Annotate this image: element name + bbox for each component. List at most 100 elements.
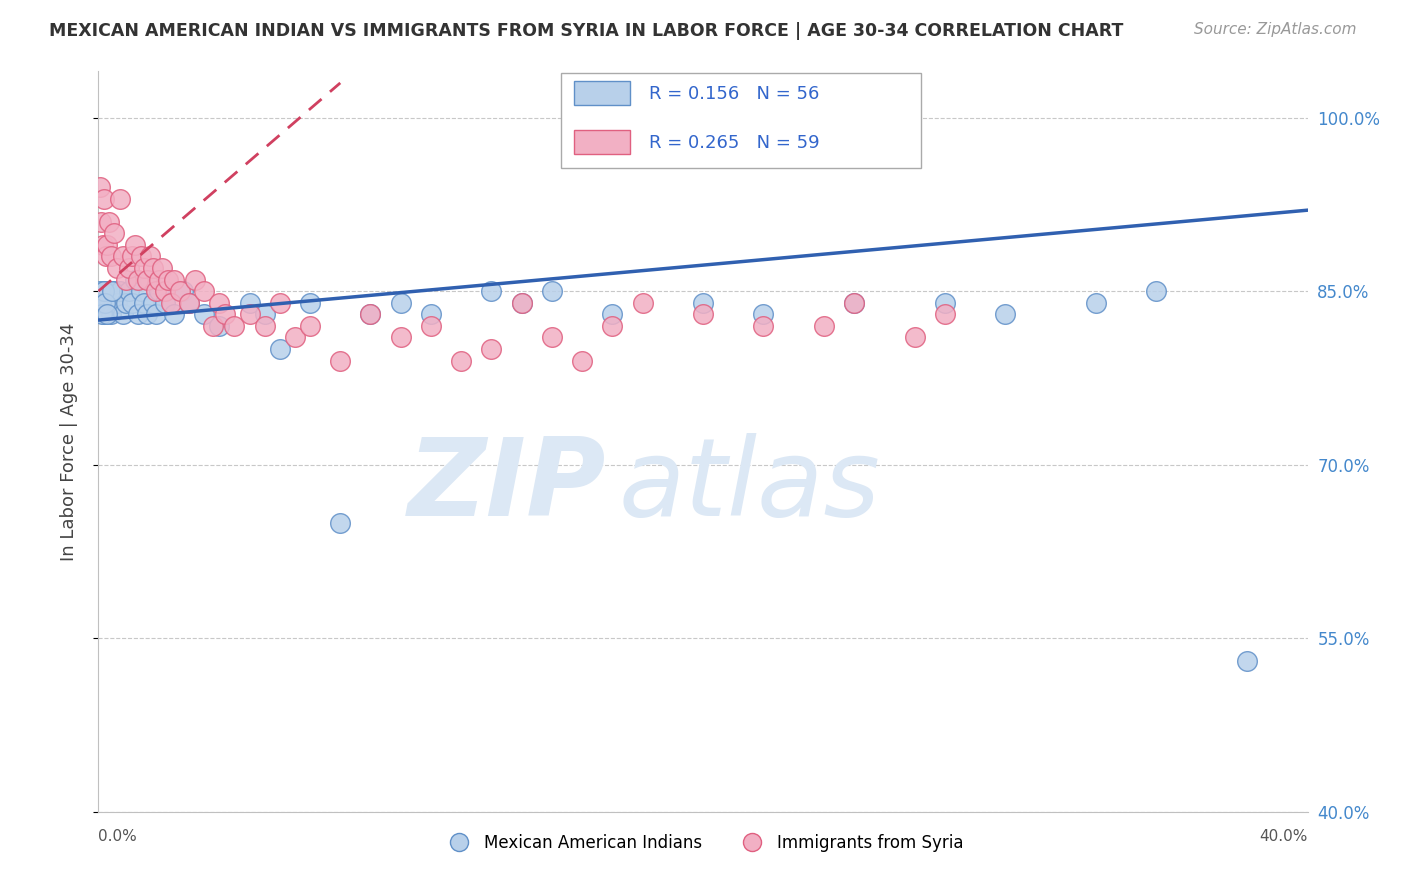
Point [224,318,246,333]
Point [214,307,236,321]
Point [118,260,141,275]
Point [193,307,215,321]
Point [193,284,215,298]
Point [94,295,117,310]
Point [139,272,162,286]
Point [752,307,775,321]
Text: R = 0.265   N = 59: R = 0.265 N = 59 [648,134,820,152]
Point [934,295,956,310]
Point [93,192,115,206]
Point [142,260,165,275]
Point [360,307,382,321]
Point [208,295,231,310]
Point [510,295,533,310]
Point [153,284,176,298]
Point [114,295,136,310]
Point [98,215,121,229]
Point [1085,295,1108,310]
Point [93,307,115,321]
Point [108,284,131,298]
Point [752,318,775,333]
Point [124,238,146,252]
Point [89,180,111,194]
Point [360,307,382,321]
Point [329,353,352,368]
Point [284,330,307,344]
Point [94,295,117,310]
Point [148,272,170,286]
Point [169,284,191,298]
Point [239,307,262,321]
Point [91,284,114,298]
Point [540,284,562,298]
Point [844,295,866,310]
Text: Source: ZipAtlas.com: Source: ZipAtlas.com [1194,22,1357,37]
Text: atlas: atlas [619,434,880,539]
Point [844,295,866,310]
Point [156,272,179,286]
Point [90,295,112,310]
Point [692,295,714,310]
Point [813,318,835,333]
Point [481,342,503,356]
FancyBboxPatch shape [574,130,630,153]
Text: MEXICAN AMERICAN INDIAN VS IMMIGRANTS FROM SYRIA IN LABOR FORCE | AGE 30-34 CORR: MEXICAN AMERICAN INDIAN VS IMMIGRANTS FR… [49,22,1123,40]
Text: ZIP: ZIP [408,433,606,539]
Point [129,284,152,298]
Text: 0.0%: 0.0% [98,829,138,844]
Point [103,284,125,298]
Point [108,192,131,206]
Point [389,295,412,310]
Point [121,250,143,264]
Point [172,284,194,298]
Point [114,272,136,286]
Point [150,260,173,275]
Point [1236,654,1258,668]
Point [145,284,167,298]
Point [994,307,1017,321]
Point [602,307,624,321]
Point [94,250,117,264]
Point [89,284,111,298]
Point [118,284,141,298]
Point [132,260,155,275]
Point [132,295,155,310]
Point [253,307,276,321]
Point [153,295,176,310]
Point [1146,284,1168,298]
Point [163,272,186,286]
Point [510,295,533,310]
Point [208,318,231,333]
Point [105,295,128,310]
Point [540,330,562,344]
Point [934,307,956,321]
Point [602,318,624,333]
Point [631,295,654,310]
Point [179,295,201,310]
Point [420,307,443,321]
Point [111,250,134,264]
Point [571,353,593,368]
Point [98,295,121,310]
Y-axis label: In Labor Force | Age 30-34: In Labor Force | Age 30-34 [59,322,77,561]
Point [239,295,262,310]
Text: R = 0.156   N = 56: R = 0.156 N = 56 [648,86,818,103]
Point [100,250,122,264]
Point [111,307,134,321]
Point [139,250,162,264]
Point [145,307,167,321]
Point [904,330,927,344]
Point [253,318,276,333]
Point [269,342,291,356]
FancyBboxPatch shape [574,81,630,105]
Point [299,318,322,333]
Point [127,272,149,286]
Point [93,284,115,298]
Point [692,307,714,321]
Point [148,284,170,298]
Legend: Mexican American Indians, Immigrants from Syria: Mexican American Indians, Immigrants fro… [436,828,970,859]
Point [269,295,291,310]
Point [299,295,322,310]
Point [160,295,183,310]
Text: 40.0%: 40.0% [1260,829,1308,844]
